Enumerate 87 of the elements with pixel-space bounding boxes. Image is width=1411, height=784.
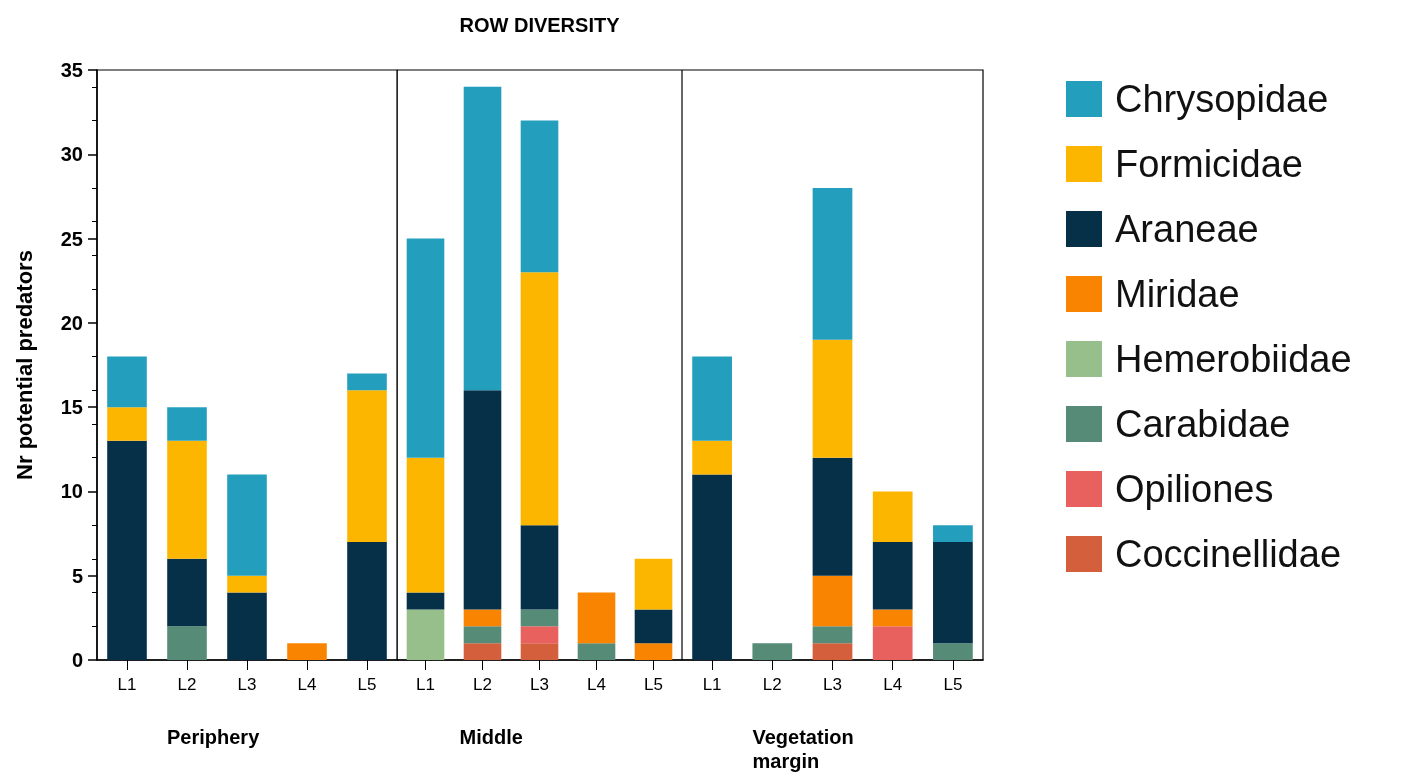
x-tick-label: L3 bbox=[237, 675, 257, 694]
bar bbox=[463, 390, 502, 610]
bar bbox=[107, 407, 147, 441]
bar bbox=[520, 609, 559, 627]
bar bbox=[872, 609, 913, 627]
bar bbox=[752, 643, 793, 660]
bar bbox=[406, 609, 445, 660]
legend-label: Hemerobiidae bbox=[1115, 338, 1352, 380]
bar bbox=[406, 592, 445, 610]
legend-label: Coccinellidae bbox=[1115, 533, 1342, 575]
bar bbox=[812, 643, 853, 660]
bar bbox=[463, 609, 502, 627]
bar bbox=[692, 474, 732, 660]
bar bbox=[520, 120, 559, 273]
bar bbox=[812, 457, 853, 576]
x-axis-title: Middle bbox=[459, 726, 523, 748]
bar bbox=[812, 626, 853, 644]
legend-label: Araneae bbox=[1115, 208, 1259, 250]
bar bbox=[227, 474, 267, 576]
bar bbox=[872, 491, 913, 542]
bar bbox=[692, 440, 732, 475]
bar bbox=[520, 626, 559, 644]
x-tick-label: L5 bbox=[644, 675, 663, 694]
bar bbox=[406, 238, 445, 458]
bar bbox=[167, 440, 207, 559]
legend-label: Carabidae bbox=[1115, 403, 1291, 445]
bar bbox=[463, 86, 502, 391]
bar bbox=[634, 609, 673, 644]
x-tick-label: L2 bbox=[762, 675, 782, 694]
x-tick-label: L4 bbox=[587, 675, 606, 694]
x-tick-label: L5 bbox=[357, 675, 377, 694]
bar bbox=[634, 558, 673, 610]
bar bbox=[812, 575, 853, 627]
bar bbox=[634, 643, 673, 660]
legend-label: Miridae bbox=[1115, 273, 1240, 315]
y-tick-label: 20 bbox=[60, 311, 83, 334]
bar bbox=[167, 626, 207, 660]
bar bbox=[463, 626, 502, 644]
x-tick-label: L1 bbox=[416, 675, 435, 694]
x-tick-label: L2 bbox=[473, 675, 492, 694]
x-tick-label: L3 bbox=[823, 675, 842, 694]
bar bbox=[107, 356, 147, 408]
y-axis-title: Nr potential predators bbox=[11, 250, 37, 480]
bar bbox=[933, 542, 973, 644]
y-tick-label: 0 bbox=[71, 649, 83, 671]
bar bbox=[872, 542, 913, 610]
bar bbox=[167, 558, 207, 627]
bar bbox=[520, 272, 559, 526]
legend-label: Formicidae bbox=[1115, 143, 1303, 185]
y-tick-label: 15 bbox=[60, 396, 83, 419]
bar bbox=[520, 643, 559, 660]
bar bbox=[520, 525, 559, 610]
y-tick-label: 25 bbox=[60, 227, 83, 250]
y-tick-label: 35 bbox=[60, 59, 83, 81]
x-tick-label: L2 bbox=[177, 675, 197, 694]
x-tick-label: L4 bbox=[883, 675, 903, 694]
y-tick-label: 10 bbox=[60, 480, 83, 503]
x-axis-title: Vegetation margin bbox=[752, 726, 860, 772]
legend-label: Opiliones bbox=[1115, 468, 1274, 510]
bar bbox=[812, 188, 853, 340]
bar bbox=[347, 542, 387, 660]
x-axis-title: Periphery bbox=[167, 726, 261, 748]
bar bbox=[692, 356, 732, 441]
bar bbox=[463, 643, 502, 660]
bar bbox=[812, 339, 853, 458]
bar bbox=[347, 390, 387, 542]
bar bbox=[167, 407, 207, 441]
bar bbox=[933, 525, 973, 542]
y-tick-label: 5 bbox=[71, 564, 83, 587]
bar bbox=[107, 440, 147, 660]
x-tick-label: L1 bbox=[702, 675, 722, 694]
bar bbox=[577, 643, 616, 660]
bar bbox=[406, 457, 445, 593]
legend-label: Chrysopidae bbox=[1115, 78, 1329, 120]
bar bbox=[227, 592, 267, 660]
x-tick-label: L4 bbox=[297, 675, 317, 694]
y-tick-label: 30 bbox=[60, 143, 83, 166]
bar bbox=[872, 626, 913, 660]
bar bbox=[287, 643, 327, 660]
x-tick-label: L1 bbox=[117, 675, 137, 694]
chart-title: ROW DIVERSITY bbox=[459, 14, 621, 36]
bar bbox=[227, 575, 267, 593]
bar bbox=[933, 643, 973, 660]
x-tick-label: L3 bbox=[530, 675, 549, 694]
x-tick-label: L5 bbox=[943, 675, 963, 694]
bar bbox=[577, 592, 616, 644]
bar bbox=[347, 373, 387, 391]
